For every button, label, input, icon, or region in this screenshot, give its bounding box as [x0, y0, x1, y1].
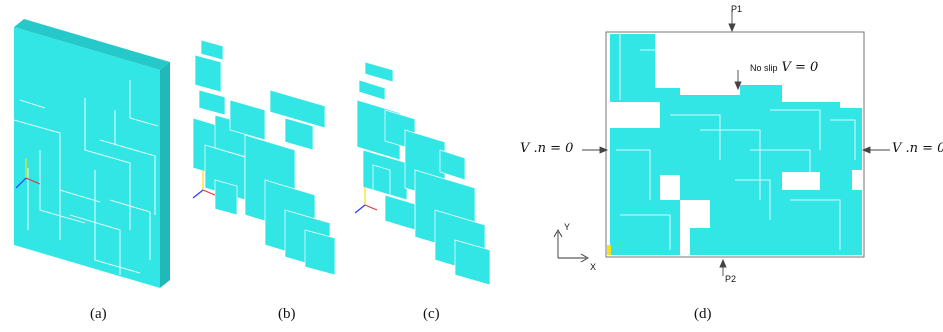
caption-c: (c): [423, 306, 440, 322]
cross-section-2d: [553, 10, 890, 276]
caption-a: (a): [90, 306, 107, 322]
axis-triad-c: [354, 187, 378, 214]
flow-arrows: [582, 10, 890, 276]
slab-side-face: [160, 62, 170, 288]
left-boundary-condition: V .n = 0: [520, 141, 574, 156]
cross-section-partitions: [616, 34, 856, 250]
axis-triad-a: [15, 158, 41, 189]
geometry-3d-subset-b: [192, 39, 336, 276]
panel-b: (b): [185, 0, 360, 332]
pore-regions: [610, 34, 862, 255]
subset-c-blocks: [356, 61, 491, 286]
corner-marker: [607, 245, 611, 255]
axis-triad-b: [192, 170, 216, 199]
right-boundary-condition: V .n = 0: [892, 141, 943, 156]
geometry-3d-subset-c: [354, 61, 491, 286]
slab-front-face: [14, 27, 160, 288]
label-p2: P2: [725, 274, 737, 284]
axes-2d: [553, 229, 589, 263]
panel-c: (c): [345, 0, 520, 332]
panel-a: (a): [0, 0, 190, 332]
label-p1: P1: [731, 4, 743, 14]
slab-top-face: [14, 19, 170, 70]
no-slip-text: No slip: [750, 63, 778, 73]
geometry-3d-full: [13, 19, 170, 288]
caption-d: (d): [694, 306, 712, 322]
subset-b-blocks: [192, 39, 336, 276]
no-slip-label: No slip V = 0: [750, 58, 818, 76]
axis-y-label: Y: [564, 222, 571, 232]
caption-b: (b): [278, 306, 296, 322]
no-slip-equation: V = 0: [781, 60, 819, 75]
axis-x-label: X: [590, 262, 597, 272]
panel-d: P1 P2 No slip V = 0 V .n = 0 V .n = 0 Y …: [520, 0, 943, 332]
